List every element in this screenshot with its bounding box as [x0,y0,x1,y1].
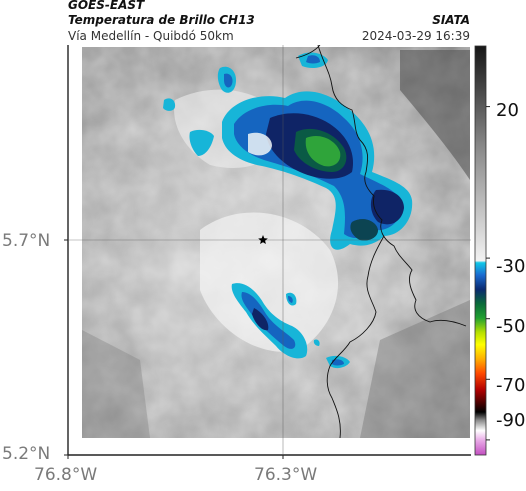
cloud-cell [189,129,214,156]
boundary-line [326,235,385,439]
org-label: SIATA [432,13,470,27]
cloud-cell-core [306,55,320,64]
location-star-icon [258,235,268,244]
cloud-cell-core [224,73,233,88]
cloud-cell [163,98,176,111]
imagery-layer [68,45,471,455]
convective-cloud-main [222,91,413,250]
axis-ticks [64,239,284,459]
warm-region-southwest [82,330,150,438]
colorbar-label-minus70: -70 [496,375,526,396]
satellite-label: GOES-EAST [68,0,145,12]
product-title: Temperatura de Brillo CH13 [68,13,255,27]
boundary-line [317,45,467,327]
x-tick-label-76-3: 76.3°W [254,465,318,485]
warm-region-northeast [400,50,470,180]
boundary-line [295,45,321,59]
colorbar-label-minus50: -50 [496,316,526,337]
datetime-label: 2024-03-29 16:39 [361,29,470,43]
route-subtitle: Vía Medellín - Quibdó 50km [68,29,234,43]
colorbar-label-minus30: -30 [496,256,526,277]
cold-cloud-area [200,212,339,352]
colorbar-label-20: 20 [496,100,519,121]
colorbar-label-minus90: -90 [496,410,526,431]
colorbar-ticks [486,106,490,441]
x-tick-label-76-8: 76.8°W [34,465,98,485]
warm-region-southeast [360,300,470,438]
colorbar [474,45,487,456]
y-tick-label-5-7: 5.7°N [2,231,51,251]
convective-cloud-south [231,283,350,369]
y-tick-label-5-2: 5.2°N [2,444,51,464]
